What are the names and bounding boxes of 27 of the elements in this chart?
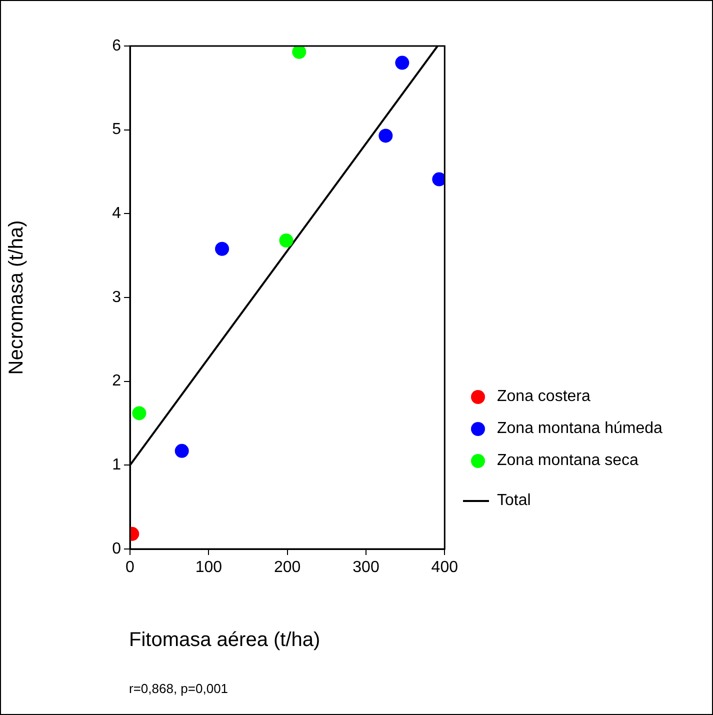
point: [395, 56, 410, 70]
y-tick-label: 2: [112, 372, 122, 390]
y-tick-label: 3: [112, 288, 122, 306]
x-tick-label: 0: [126, 559, 135, 576]
y-tick-label: 0: [112, 540, 122, 558]
point: [292, 46, 306, 59]
y-tick-label: 5: [112, 121, 122, 138]
point: [132, 406, 146, 420]
y-tick-label: 6: [112, 37, 122, 54]
point: [378, 128, 393, 143]
x-tick-label: 400: [431, 559, 458, 576]
y-tick-label: 1: [112, 456, 122, 474]
legend-label: Zona montana húmeda: [497, 420, 662, 438]
text: r=0,868, p=0,001: [129, 681, 228, 696]
x-axis-title: Fitomasa aérea (t/ha): [129, 629, 320, 652]
y-tick-label: 4: [112, 205, 122, 222]
point: [174, 444, 189, 458]
x-tick-label: 100: [195, 559, 222, 576]
legend-label: Total: [497, 492, 531, 510]
legend-label: Zona costera: [497, 388, 590, 406]
point: [215, 242, 230, 256]
x-tick-label: 300: [352, 559, 380, 576]
point: [432, 172, 445, 186]
x-tick-label: 200: [274, 559, 301, 576]
point: [279, 233, 294, 248]
y-axis-title: Necromasa (t/ha): [6, 220, 28, 375]
legend-label: Zona montana seca: [497, 452, 638, 470]
